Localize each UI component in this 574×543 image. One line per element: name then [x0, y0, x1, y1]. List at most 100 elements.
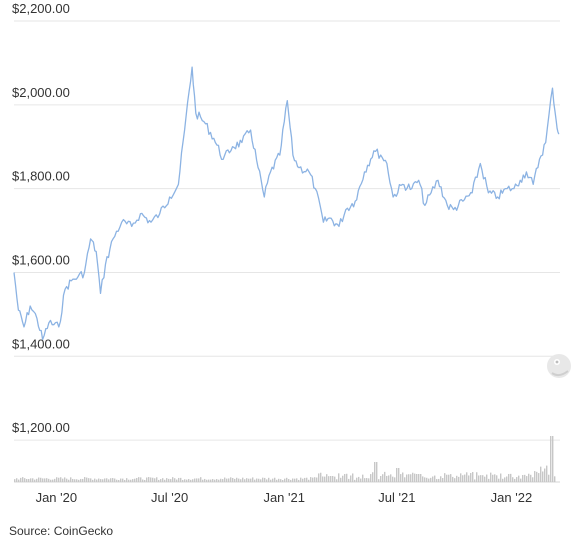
volume-bar: [470, 473, 472, 482]
volume-bar: [516, 477, 518, 482]
volume-bar: [54, 478, 56, 482]
volume-bar: [258, 478, 260, 482]
volume-bar: [282, 479, 284, 482]
volume-bar: [454, 478, 456, 482]
volume-bar: [44, 478, 46, 482]
volume-bar: [84, 477, 86, 482]
volume-bar: [178, 477, 180, 482]
volume-bar: [388, 475, 390, 482]
volume-bar: [220, 478, 222, 482]
price-line-layer: [13, 66, 560, 341]
volume-bar: [364, 478, 366, 482]
volume-bar: [308, 479, 310, 482]
y-tick-label: $1,600.00: [12, 252, 70, 267]
volume-bar: [298, 479, 300, 482]
volume-bar: [416, 474, 418, 482]
volume-bar: [396, 468, 398, 482]
volume-bar: [48, 478, 50, 482]
volume-bar: [58, 477, 60, 482]
volume-bar: [312, 477, 314, 482]
volume-bar: [290, 479, 292, 482]
volume-bar: [124, 479, 126, 482]
volume-bar: [548, 474, 550, 482]
volume-bar: [306, 477, 308, 482]
volume-bar: [172, 477, 174, 482]
y-tick-label: $1,800.00: [12, 169, 70, 184]
volume-bar: [550, 436, 552, 482]
volume-bar: [414, 473, 416, 482]
volume-bar: [284, 478, 286, 482]
volume-bar: [158, 479, 160, 482]
volume-bar: [350, 475, 352, 482]
volume-bar: [420, 474, 422, 482]
volume-bar: [108, 479, 110, 482]
x-tick-label: Jul '21: [378, 490, 415, 505]
volume-bar: [66, 478, 68, 482]
volume-bar: [230, 477, 232, 482]
volume-bar: [68, 479, 70, 482]
volume-bar: [50, 479, 52, 482]
x-tick-label: Jan '21: [263, 490, 305, 505]
volume-bar: [428, 478, 430, 482]
volume-bar: [324, 476, 326, 482]
volume-bar: [64, 477, 66, 482]
volume-bar: [288, 479, 290, 482]
volume-bar: [354, 479, 356, 482]
volume-bar: [14, 479, 16, 482]
volume-bar: [16, 478, 18, 482]
volume-bar: [460, 473, 462, 482]
volume-bar: [252, 477, 254, 482]
volume-bar: [24, 478, 26, 482]
volume-bar: [140, 477, 142, 482]
volume-bar: [452, 476, 454, 482]
volume-bar: [374, 462, 376, 482]
volume-bar: [432, 476, 434, 482]
y-tick-label: $1,200.00: [12, 420, 70, 435]
x-axis-ticks: Jan '20 Jul '20 Jan '21 Jul '21 Jan '22: [36, 490, 533, 505]
volume-bar: [104, 478, 106, 482]
volume-bar: [276, 479, 278, 482]
volume-bar: [280, 479, 282, 482]
volume-bar: [480, 475, 482, 482]
volume-bar: [98, 478, 100, 482]
volume-bar: [264, 477, 266, 482]
volume-bar: [110, 478, 112, 482]
volume-bar: [456, 475, 458, 482]
volume-bar: [272, 478, 274, 482]
volume-bar: [302, 478, 304, 482]
x-tick-label: Jan '20: [36, 490, 78, 505]
volume-bar: [502, 478, 504, 482]
volume-bar: [344, 474, 346, 482]
volume-bar: [208, 479, 210, 482]
volume-bar: [462, 475, 464, 482]
volume-bar: [112, 478, 114, 482]
volume-bar: [500, 473, 502, 482]
volume-bar: [248, 478, 250, 482]
volume-bar: [336, 479, 338, 482]
volume-bar: [32, 478, 34, 482]
volume-bar: [398, 468, 400, 482]
volume-bar: [352, 473, 354, 482]
volume-bar: [42, 478, 44, 482]
volume-bar: [254, 479, 256, 482]
volume-bar: [488, 478, 490, 482]
volume-bar: [506, 476, 508, 482]
y-tick-label: $1,400.00: [12, 336, 70, 351]
volume-bar: [496, 475, 498, 482]
volume-bar: [286, 477, 288, 482]
volume-bar: [60, 477, 62, 482]
volume-bar: [376, 462, 378, 482]
volume-bar: [464, 474, 466, 482]
volume-bar: [216, 479, 218, 482]
volume-bar: [468, 475, 470, 482]
volume-bar: [166, 478, 168, 482]
volume-bar: [446, 474, 448, 482]
volume-bar: [156, 477, 158, 482]
volume-bar: [540, 466, 542, 482]
volume-bar: [360, 478, 362, 482]
volume-bar: [80, 478, 82, 482]
volume-bar: [78, 479, 80, 482]
volume-bar: [120, 478, 122, 482]
volume-bar: [440, 476, 442, 482]
volume-bar: [546, 465, 548, 482]
